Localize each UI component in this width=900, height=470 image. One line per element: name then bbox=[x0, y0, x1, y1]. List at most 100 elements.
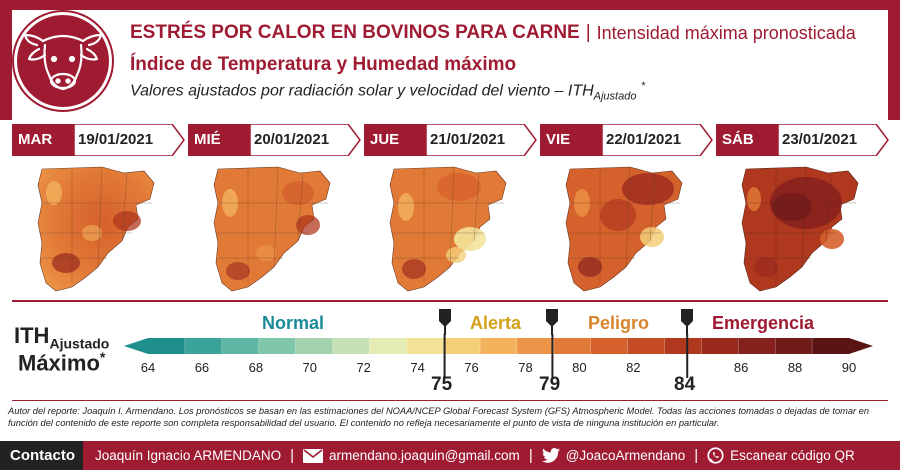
scale-tick-label: 68 bbox=[249, 360, 263, 375]
scale-swatch bbox=[701, 338, 739, 354]
legend-title-line2-text: Máximo bbox=[18, 350, 100, 376]
legend-title: ITHAjustado bbox=[14, 323, 109, 351]
scale-swatch bbox=[590, 338, 629, 354]
day-name: MIÉ bbox=[194, 131, 221, 148]
scale-tick-label: 74 bbox=[410, 360, 424, 375]
contact-twitter-text: @JoacoArmendano bbox=[565, 448, 686, 463]
scale-swatch bbox=[258, 338, 296, 354]
scale-swatch bbox=[553, 338, 592, 354]
mail-icon bbox=[303, 448, 323, 463]
title-separator: | bbox=[585, 22, 591, 43]
top-border bbox=[0, 0, 900, 10]
day-date: 21/01/2021 bbox=[430, 131, 506, 148]
day-date: 22/01/2021 bbox=[606, 131, 682, 148]
contact-name: Joaquín Ignacio ARMENDANO bbox=[95, 448, 282, 463]
scale-swatch bbox=[516, 338, 555, 354]
threshold-pin-icon bbox=[680, 309, 694, 335]
contact-bar: Contacto Joaquín Ignacio ARMENDANO | arm… bbox=[0, 441, 900, 470]
right-border bbox=[888, 0, 900, 120]
scale-tick-label: 90 bbox=[842, 360, 856, 375]
scale-swatch bbox=[221, 338, 260, 354]
scale-tick-label: 66 bbox=[195, 360, 209, 375]
category-peligro: Peligro bbox=[588, 313, 650, 333]
scale-swatch bbox=[443, 338, 481, 354]
scale-tick-label: 86 bbox=[734, 360, 748, 375]
scale-swatch bbox=[369, 338, 407, 354]
scale-swatch bbox=[332, 338, 370, 354]
forecast-maps bbox=[12, 163, 892, 298]
threshold-emergencia: 84 bbox=[674, 374, 696, 395]
contact-qr[interactable]: Escanear código QR bbox=[707, 447, 855, 464]
threshold-pin-icon bbox=[438, 309, 452, 335]
forecast-map bbox=[37, 166, 155, 292]
threshold-alerta: 75 bbox=[431, 374, 453, 395]
scale-tick-label: 88 bbox=[788, 360, 802, 375]
legend-divider bbox=[12, 300, 888, 302]
page-title: ESTRÉS POR CALOR EN BOVINOS PARA CARNE bbox=[130, 22, 580, 43]
forecast-map bbox=[565, 166, 683, 292]
subtitle-detail-sub: Ajustado bbox=[593, 90, 637, 103]
scale-swatch bbox=[406, 338, 444, 354]
scale-arrow-left bbox=[124, 338, 148, 354]
scale-swatch bbox=[627, 338, 665, 354]
contact-twitter[interactable]: @JoacoArmendano bbox=[541, 448, 686, 463]
scale-swatch bbox=[148, 338, 186, 354]
left-border bbox=[0, 0, 12, 120]
author-disclaimer: Autor del reporte: Joaquín I. Armendano.… bbox=[8, 406, 870, 428]
threshold-pin-icon bbox=[545, 309, 559, 335]
day-name: SÁB bbox=[722, 131, 754, 148]
legend-title-sup: * bbox=[99, 349, 106, 365]
page-title-sub: Intensidad máxima pronosticada bbox=[596, 22, 856, 43]
forecast-map bbox=[741, 166, 859, 292]
day-date: 20/01/2021 bbox=[254, 131, 330, 148]
scale-tick-label: 78 bbox=[518, 360, 532, 375]
threshold-peligro: 79 bbox=[539, 374, 561, 395]
contact-separator: | bbox=[290, 447, 294, 464]
scale-tick-label: 76 bbox=[464, 360, 478, 375]
scale-arrow-right bbox=[849, 338, 873, 354]
forecast-map bbox=[213, 166, 331, 292]
cow-head-icon bbox=[14, 12, 112, 110]
scale-tick-label: 64 bbox=[141, 360, 155, 375]
day-date: 19/01/2021 bbox=[78, 131, 154, 148]
scale-tick-label: 72 bbox=[356, 360, 370, 375]
legend-title-main: ITH bbox=[14, 323, 50, 348]
contact-qr-text: Escanear código QR bbox=[730, 448, 855, 463]
title-row: ESTRÉS POR CALOR EN BOVINOS PARA CARNE |… bbox=[130, 18, 856, 48]
scale-swatch bbox=[775, 338, 813, 354]
footer-divider bbox=[12, 400, 888, 401]
day-date: 23/01/2021 bbox=[782, 131, 858, 148]
category-alerta: Alerta bbox=[470, 313, 522, 333]
contact-label: Contacto bbox=[0, 441, 83, 470]
contact-email-text: armendano.joaquin@gmail.com bbox=[329, 448, 520, 463]
contact-separator: | bbox=[694, 447, 699, 464]
day-header-row: MAR 19/01/2021 MIÉ 20/01/2021 JUE 21/01/… bbox=[12, 124, 892, 156]
day-name: VIE bbox=[546, 131, 571, 148]
legend-title-sub: Ajustado bbox=[49, 335, 110, 352]
category-emergencia: Emergencia bbox=[712, 313, 815, 333]
scale-swatch bbox=[480, 338, 518, 354]
page-subtitle-detail: Valores ajustados por radiación solar y … bbox=[130, 80, 645, 103]
scale-swatch bbox=[295, 338, 333, 354]
color-scale: 64 66 68 70 72 74 76 78 80 82 86 88 90 bbox=[124, 334, 873, 378]
legend-title-line2: Máximo* bbox=[18, 349, 105, 376]
scale-swatch bbox=[664, 338, 702, 354]
scale-swatch bbox=[812, 338, 850, 354]
scale-swatch bbox=[738, 338, 776, 354]
category-normal: Normal bbox=[262, 313, 325, 333]
forecast-map bbox=[389, 166, 507, 292]
scale-tick-label: 82 bbox=[626, 360, 640, 375]
contact-separator: | bbox=[528, 447, 533, 464]
scale-tick-label: 70 bbox=[303, 360, 317, 375]
day-name: JUE bbox=[370, 131, 400, 148]
subtitle-detail-sup: * bbox=[640, 80, 646, 92]
contact-email[interactable]: armendano.joaquin@gmail.com bbox=[303, 448, 520, 463]
scale-tick-label: 80 bbox=[572, 360, 586, 375]
day-name: MAR bbox=[18, 131, 53, 148]
scale-swatch bbox=[184, 338, 223, 354]
whatsapp-icon bbox=[707, 447, 724, 464]
page-subtitle: Índice de Temperatura y Humedad máximo bbox=[130, 54, 517, 75]
subtitle-detail-text: Valores ajustados por radiación solar y … bbox=[130, 82, 594, 100]
twitter-icon bbox=[541, 448, 560, 463]
